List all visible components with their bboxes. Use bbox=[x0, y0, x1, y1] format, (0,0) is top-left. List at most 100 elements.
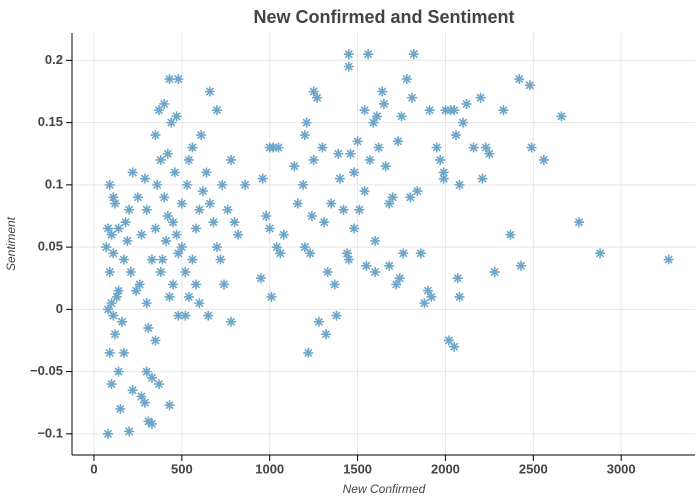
point bbox=[118, 254, 129, 265]
point bbox=[203, 310, 214, 321]
point bbox=[108, 248, 119, 259]
grid bbox=[72, 33, 695, 455]
point bbox=[384, 260, 395, 271]
point bbox=[173, 74, 184, 85]
point bbox=[461, 98, 472, 109]
point bbox=[111, 291, 122, 302]
point bbox=[443, 335, 454, 346]
point bbox=[468, 142, 479, 153]
point bbox=[407, 92, 418, 103]
point bbox=[405, 192, 416, 203]
point bbox=[424, 105, 435, 116]
y-tick-label: −0.1 bbox=[37, 425, 63, 440]
point bbox=[183, 291, 194, 302]
point bbox=[498, 105, 509, 116]
point bbox=[143, 323, 154, 334]
point bbox=[222, 204, 233, 215]
point bbox=[505, 229, 516, 240]
point bbox=[115, 403, 126, 414]
point bbox=[211, 105, 222, 116]
point bbox=[103, 304, 114, 315]
point bbox=[229, 217, 240, 228]
point bbox=[371, 111, 382, 122]
point bbox=[352, 136, 363, 147]
point bbox=[106, 298, 117, 309]
x-tick-label: 0 bbox=[90, 461, 97, 476]
point bbox=[164, 74, 175, 85]
x-tick-label: 1000 bbox=[255, 461, 284, 476]
point bbox=[387, 192, 398, 203]
point bbox=[122, 235, 133, 246]
point bbox=[110, 198, 121, 209]
point bbox=[150, 335, 161, 346]
point bbox=[164, 400, 175, 411]
point bbox=[312, 92, 323, 103]
point bbox=[343, 254, 354, 265]
point bbox=[104, 179, 115, 190]
point bbox=[240, 179, 251, 190]
point bbox=[452, 273, 463, 284]
point bbox=[125, 267, 136, 278]
point bbox=[176, 242, 187, 253]
y-tick-label: 0.1 bbox=[45, 176, 63, 191]
point bbox=[289, 161, 300, 172]
point bbox=[208, 217, 219, 228]
point bbox=[431, 142, 442, 153]
point bbox=[349, 167, 360, 178]
point bbox=[257, 173, 268, 184]
point bbox=[426, 291, 437, 302]
point bbox=[361, 260, 372, 271]
point bbox=[556, 111, 567, 122]
point bbox=[113, 223, 124, 234]
point bbox=[215, 254, 226, 265]
point bbox=[108, 310, 119, 321]
point bbox=[103, 223, 114, 234]
point bbox=[194, 298, 205, 309]
point bbox=[201, 167, 212, 178]
point bbox=[127, 167, 138, 178]
point bbox=[104, 267, 115, 278]
point bbox=[394, 273, 405, 284]
point bbox=[255, 273, 266, 284]
point bbox=[171, 111, 182, 122]
point bbox=[343, 49, 354, 60]
y-tick-label: 0.05 bbox=[38, 239, 63, 254]
point bbox=[480, 142, 491, 153]
point bbox=[458, 117, 469, 128]
point bbox=[475, 92, 486, 103]
point bbox=[449, 105, 460, 116]
point bbox=[377, 86, 388, 97]
point bbox=[322, 267, 333, 278]
point bbox=[319, 217, 330, 228]
point bbox=[118, 347, 129, 358]
point bbox=[342, 248, 353, 259]
point bbox=[187, 142, 198, 153]
point bbox=[484, 148, 495, 159]
point bbox=[298, 179, 309, 190]
point bbox=[320, 329, 331, 340]
point bbox=[106, 229, 117, 240]
point bbox=[392, 136, 403, 147]
point bbox=[359, 186, 370, 197]
point bbox=[398, 248, 409, 259]
x-tick-label: 1500 bbox=[343, 461, 372, 476]
point bbox=[343, 61, 354, 72]
chart-title: New Confirmed and Sentiment bbox=[253, 7, 514, 27]
point bbox=[159, 98, 170, 109]
point bbox=[401, 74, 412, 85]
point bbox=[194, 204, 205, 215]
point bbox=[139, 173, 150, 184]
point bbox=[132, 192, 143, 203]
point bbox=[516, 260, 527, 271]
point bbox=[415, 248, 426, 259]
point bbox=[345, 148, 356, 159]
point bbox=[182, 179, 193, 190]
y-tick-label: −0.05 bbox=[30, 363, 63, 378]
point bbox=[663, 254, 674, 265]
point bbox=[538, 154, 549, 165]
point bbox=[106, 379, 117, 390]
point bbox=[197, 186, 208, 197]
point bbox=[104, 347, 115, 358]
x-tick-label: 500 bbox=[171, 461, 193, 476]
